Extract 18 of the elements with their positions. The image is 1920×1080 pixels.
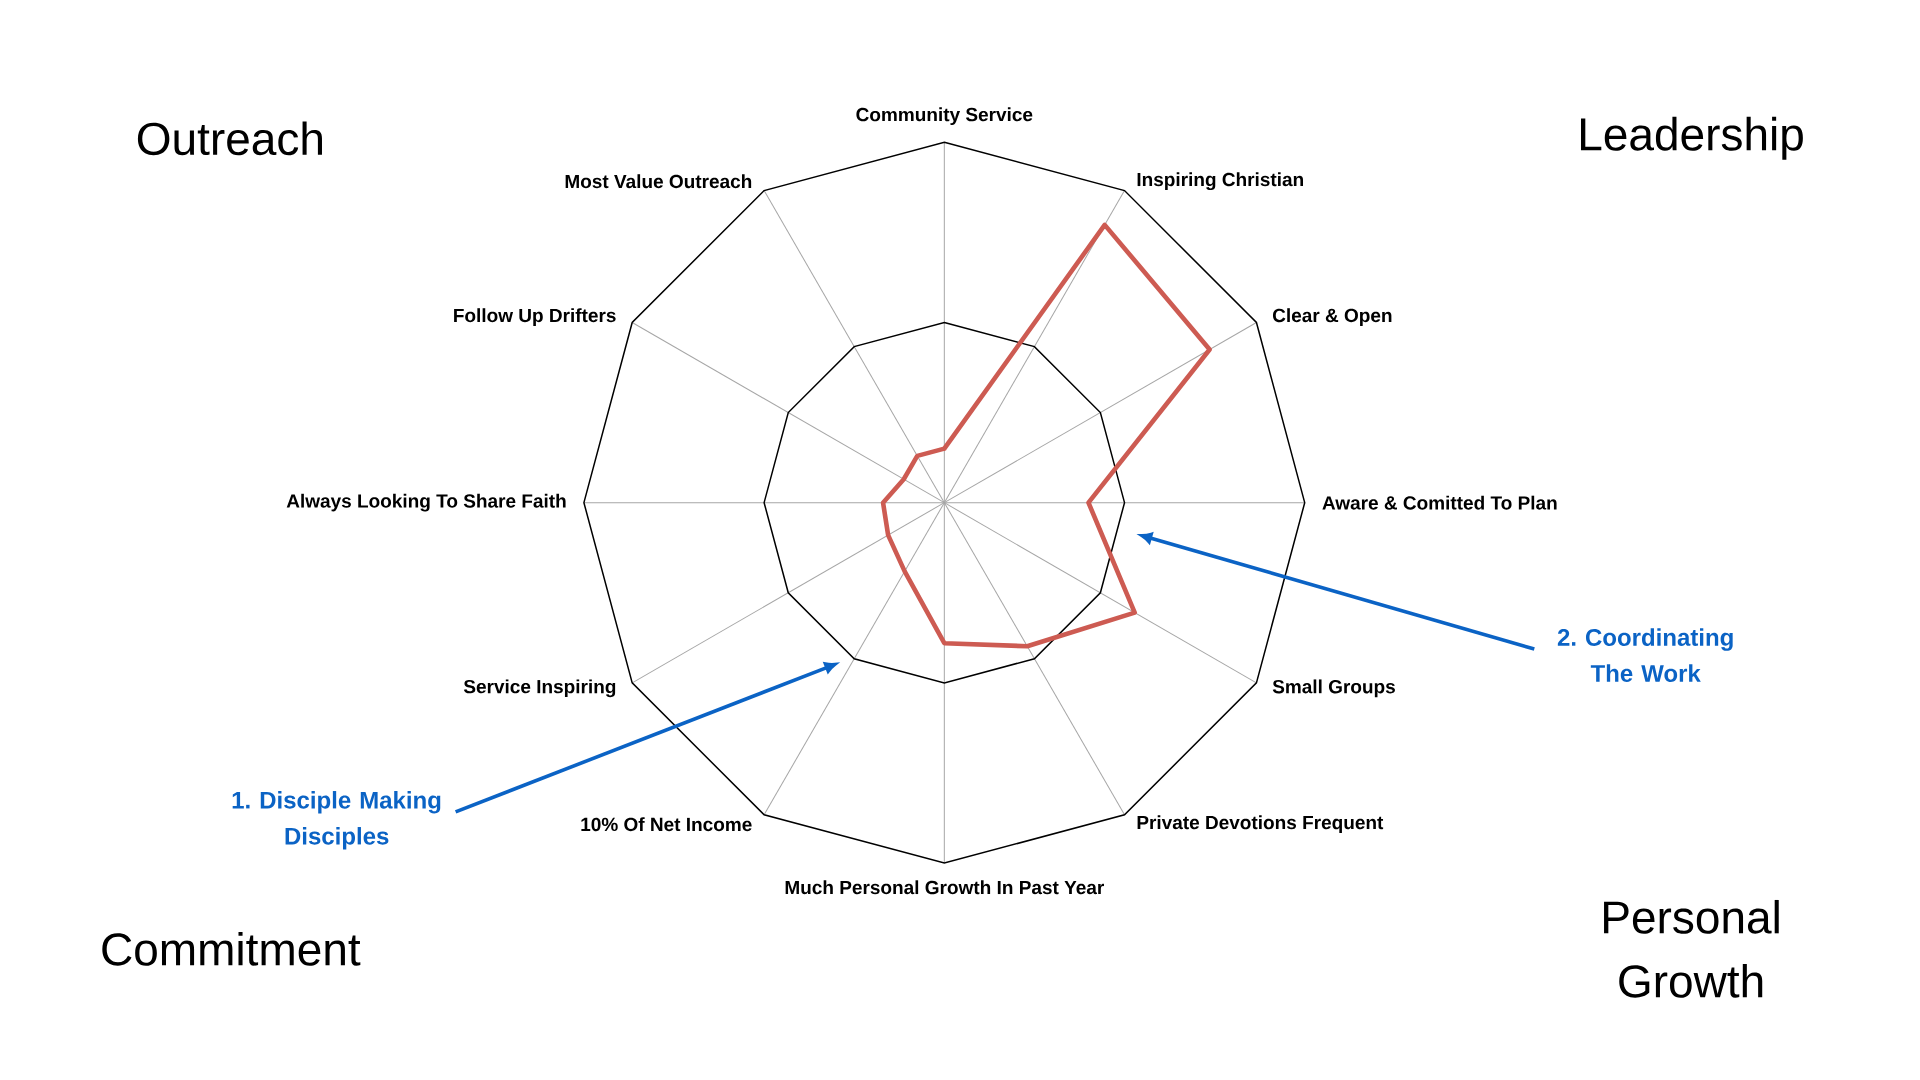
spoke-label: Follow Up Drifters xyxy=(454,308,616,326)
spoke-label: Service Inspiring xyxy=(463,679,616,698)
spoke-label: 10% Of Net Income xyxy=(581,817,752,832)
text: Commitment xyxy=(102,931,361,966)
text: Personal Growth xyxy=(1604,899,1779,998)
text: 1. Disciple Making Disciples xyxy=(232,791,441,850)
spoke-label: Small Groups xyxy=(1272,679,1395,698)
spoke-label: Always Looking To Share Faith xyxy=(286,493,566,512)
spoke-label: Much Personal Growth In Past Year xyxy=(785,880,1105,895)
spoke-label: Most Value Outreach xyxy=(565,174,752,189)
text: Outreach xyxy=(137,121,322,156)
spoke-label: Clear & Open xyxy=(1272,308,1392,326)
spoke-label: Inspiring Christian xyxy=(1137,172,1304,191)
spoke-label: Private Devotions Frequent xyxy=(1137,815,1384,834)
text: Leadership xyxy=(1581,116,1803,160)
spoke-label: Community Service xyxy=(856,107,1033,126)
text: 2. Coordinating The Work xyxy=(1557,628,1733,682)
spoke-label: Aware & Comitted To Plan xyxy=(1322,495,1557,510)
